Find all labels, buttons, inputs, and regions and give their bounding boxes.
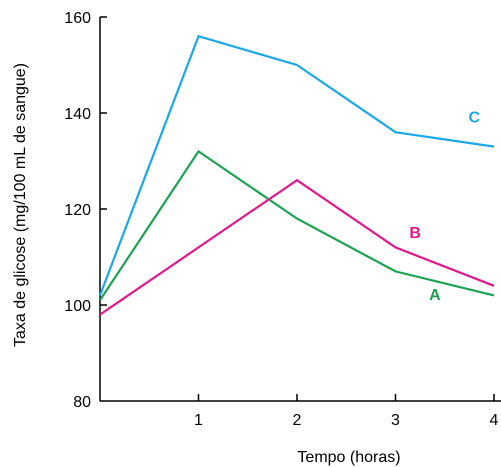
series-lines [98, 34, 495, 316]
x-axis-title: Tempo (horas) [297, 449, 400, 466]
y-tick-label: 80 [73, 394, 91, 411]
x-tick-label: 1 [194, 412, 203, 429]
series-line-b [99, 178, 495, 316]
x-ticks: 1 2 3 4 [194, 394, 499, 429]
y-tick-label: 120 [64, 202, 91, 219]
series-label-a: A [429, 287, 441, 304]
series-labels: A B C [409, 110, 480, 305]
x-tick-label: 4 [490, 412, 499, 429]
x-tick-label: 2 [293, 412, 302, 429]
series-line-a [99, 149, 495, 301]
y-ticks: 80 100 120 140 160 [64, 10, 107, 411]
y-tick-label: 160 [64, 10, 91, 27]
series-line-c [98, 34, 495, 296]
series-label-b: B [409, 225, 421, 242]
y-axis-title: Taxa de glicose (mg/100 mL de sangue) [12, 63, 29, 347]
y-tick-label: 140 [64, 106, 91, 123]
y-tick-label: 100 [64, 298, 91, 315]
x-tick-label: 3 [391, 412, 400, 429]
series-label-c: C [469, 110, 481, 127]
